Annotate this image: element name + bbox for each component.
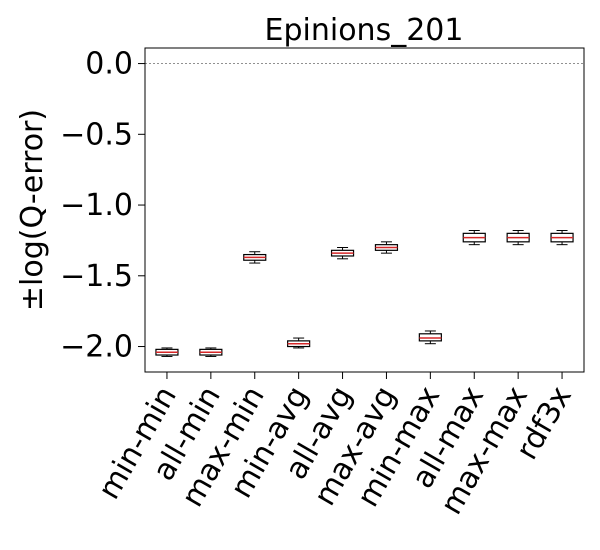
y-tick-label: −1.5 bbox=[60, 259, 133, 294]
plot-frame bbox=[144, 47, 585, 373]
y-tick-label: 0.0 bbox=[85, 47, 133, 82]
y-tick-label: −1.0 bbox=[60, 188, 133, 223]
y-axis-label: ±log(Q-error) bbox=[15, 109, 50, 311]
y-tick-label: −2.0 bbox=[60, 330, 133, 365]
plot-area: 0.0−0.5−1.0−1.5−2.0min-minall-minmax-min… bbox=[60, 47, 584, 521]
y-tick-label: −0.5 bbox=[60, 117, 133, 152]
chart-title: Epinions_201 bbox=[265, 13, 464, 48]
